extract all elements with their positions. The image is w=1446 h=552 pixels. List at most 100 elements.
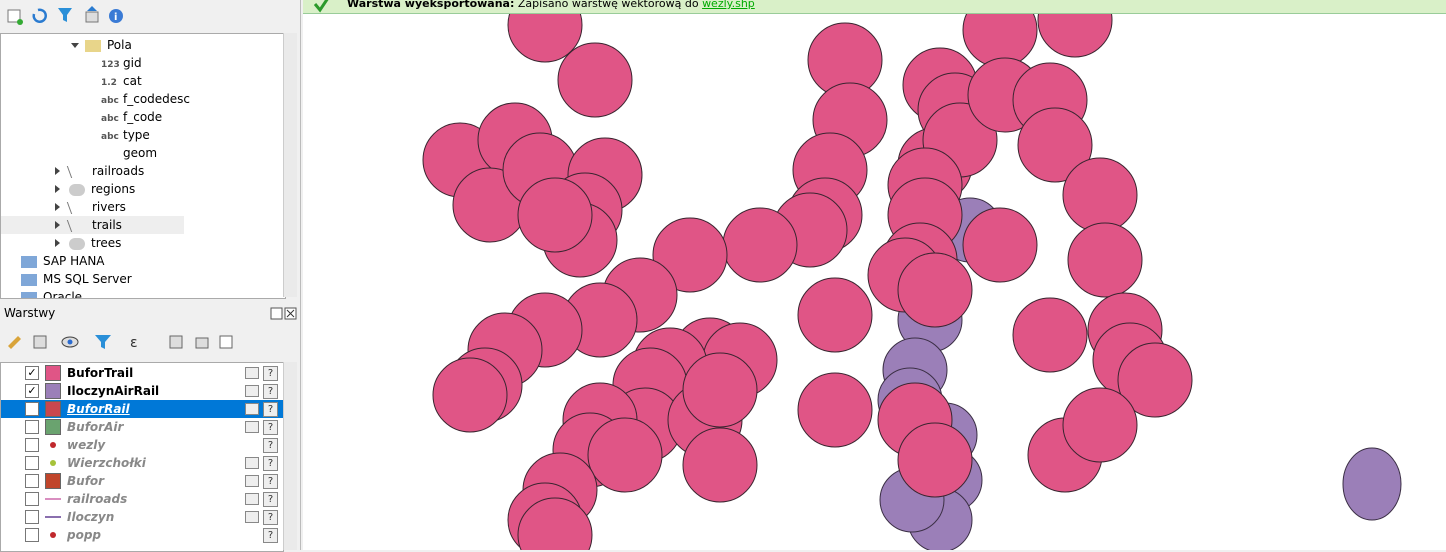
layer-row: popp? (1, 526, 283, 544)
pink-polygon (1067, 222, 1143, 298)
tree-row: trees (1, 234, 283, 252)
layer-checkbox[interactable] (25, 438, 39, 452)
tree-row: Oracle (1, 288, 283, 298)
pink-polygon (1017, 107, 1093, 183)
icon (21, 291, 37, 298)
tree-item: abc type (101, 126, 150, 146)
expander (55, 203, 60, 211)
svg-text:i: i (114, 12, 117, 23)
icon (21, 255, 37, 268)
tree-label: f_codedesc (123, 92, 191, 106)
icon (66, 165, 89, 178)
layer-checkbox[interactable] (25, 510, 39, 524)
icon (66, 201, 89, 214)
layer-name: Wierzchołki (67, 456, 146, 470)
tree-item: railroads (66, 162, 145, 180)
tree-row: rivers (1, 198, 283, 216)
icon (69, 237, 85, 250)
layer-checkbox[interactable] (25, 402, 39, 416)
tree-label: rivers (92, 200, 126, 214)
help-icon: ? (263, 420, 278, 435)
field-type: abc (101, 96, 119, 106)
map-canvas[interactable] (303, 14, 1446, 550)
edit-icon (245, 511, 259, 523)
tree-item: regions (69, 180, 135, 198)
pink-polygon (682, 352, 758, 428)
pink-polygon (797, 277, 873, 353)
layer-symbol (45, 365, 61, 381)
scrollbar (283, 362, 297, 550)
pink-polygon (557, 42, 633, 118)
message-title: Warstwa wyeksportowana: (347, 0, 515, 10)
layer-checkbox[interactable] (25, 528, 39, 542)
layer-row: Wierzchołki? (1, 454, 283, 472)
layer-checkbox[interactable] (25, 420, 39, 434)
pink-polygon (897, 422, 973, 498)
icon (66, 219, 89, 232)
layer-symbol (45, 516, 61, 518)
tree-item: SAP HANA (21, 252, 105, 270)
layer-name: popp (67, 528, 102, 542)
layer-name: IloczynAirRail (67, 384, 160, 398)
tree-row: geom (1, 144, 283, 162)
edit-icon (245, 367, 259, 379)
icon (21, 273, 37, 286)
tree-label: Pola (107, 38, 132, 52)
tree-label: gid (123, 56, 142, 70)
tree-row: trails (1, 216, 184, 234)
layer-checkbox[interactable]: ✓ (25, 366, 39, 380)
expander (55, 221, 60, 229)
tree-row: 1.2 cat (1, 72, 283, 90)
tree-row: railroads (1, 162, 283, 180)
edit-icon (245, 457, 259, 469)
pink-polygon (722, 207, 798, 283)
pink-polygon (797, 372, 873, 448)
layer-name: Iloczyn (67, 510, 115, 524)
layer-checkbox[interactable] (25, 474, 39, 488)
help-icon: ? (263, 510, 278, 525)
layer-row: BuforRail? (1, 400, 283, 418)
expander (55, 185, 60, 193)
tree-label: geom (123, 146, 158, 160)
panel-close[interactable] (284, 307, 298, 321)
layer-checkbox[interactable] (25, 456, 39, 470)
panel-buttons[interactable] (270, 307, 284, 321)
pink-polygon (682, 427, 758, 503)
tree-label: SAP HANA (43, 254, 105, 268)
tree-row: SAP HANA (1, 252, 283, 270)
tree-row: 123 gid (1, 54, 283, 72)
layer-name: Bufor (67, 474, 105, 488)
help-icon: ? (263, 474, 278, 489)
tree-item: 1.2 cat (101, 72, 142, 92)
pink-polygon (587, 417, 663, 493)
layer-symbol (45, 473, 61, 489)
tree-label: railroads (92, 164, 145, 178)
tree-item: MS SQL Server (21, 270, 132, 288)
layer-row: ✓ IloczynAirRail? (1, 382, 283, 400)
scrollbar (283, 33, 297, 297)
layer-name: BuforRail (67, 402, 130, 416)
expander (55, 167, 60, 175)
help-icon: ? (263, 528, 278, 543)
layer-checkbox[interactable] (25, 492, 39, 506)
pink-polygon (1037, 14, 1113, 58)
pink-polygon (962, 207, 1038, 283)
layer-name: BuforTrail (67, 366, 134, 380)
expander (55, 239, 60, 247)
tree-row: MS SQL Server (1, 270, 283, 288)
layer-name: wezly (67, 438, 106, 452)
pink-polygon (1062, 387, 1138, 463)
browser-toolbar: i (7, 6, 123, 25)
tree-item: 123 gid (101, 54, 142, 74)
message-link[interactable]: wezly.shp (702, 0, 755, 10)
icon (69, 183, 85, 196)
help-icon: ? (263, 384, 278, 399)
pink-polygon (1117, 342, 1193, 418)
layer-checkbox[interactable]: ✓ (25, 384, 39, 398)
pink-polygon (432, 357, 508, 433)
tree-item: trees (69, 234, 121, 252)
help-icon: ? (263, 456, 278, 471)
layer-symbol (45, 401, 61, 417)
pink-polygon (897, 252, 973, 328)
